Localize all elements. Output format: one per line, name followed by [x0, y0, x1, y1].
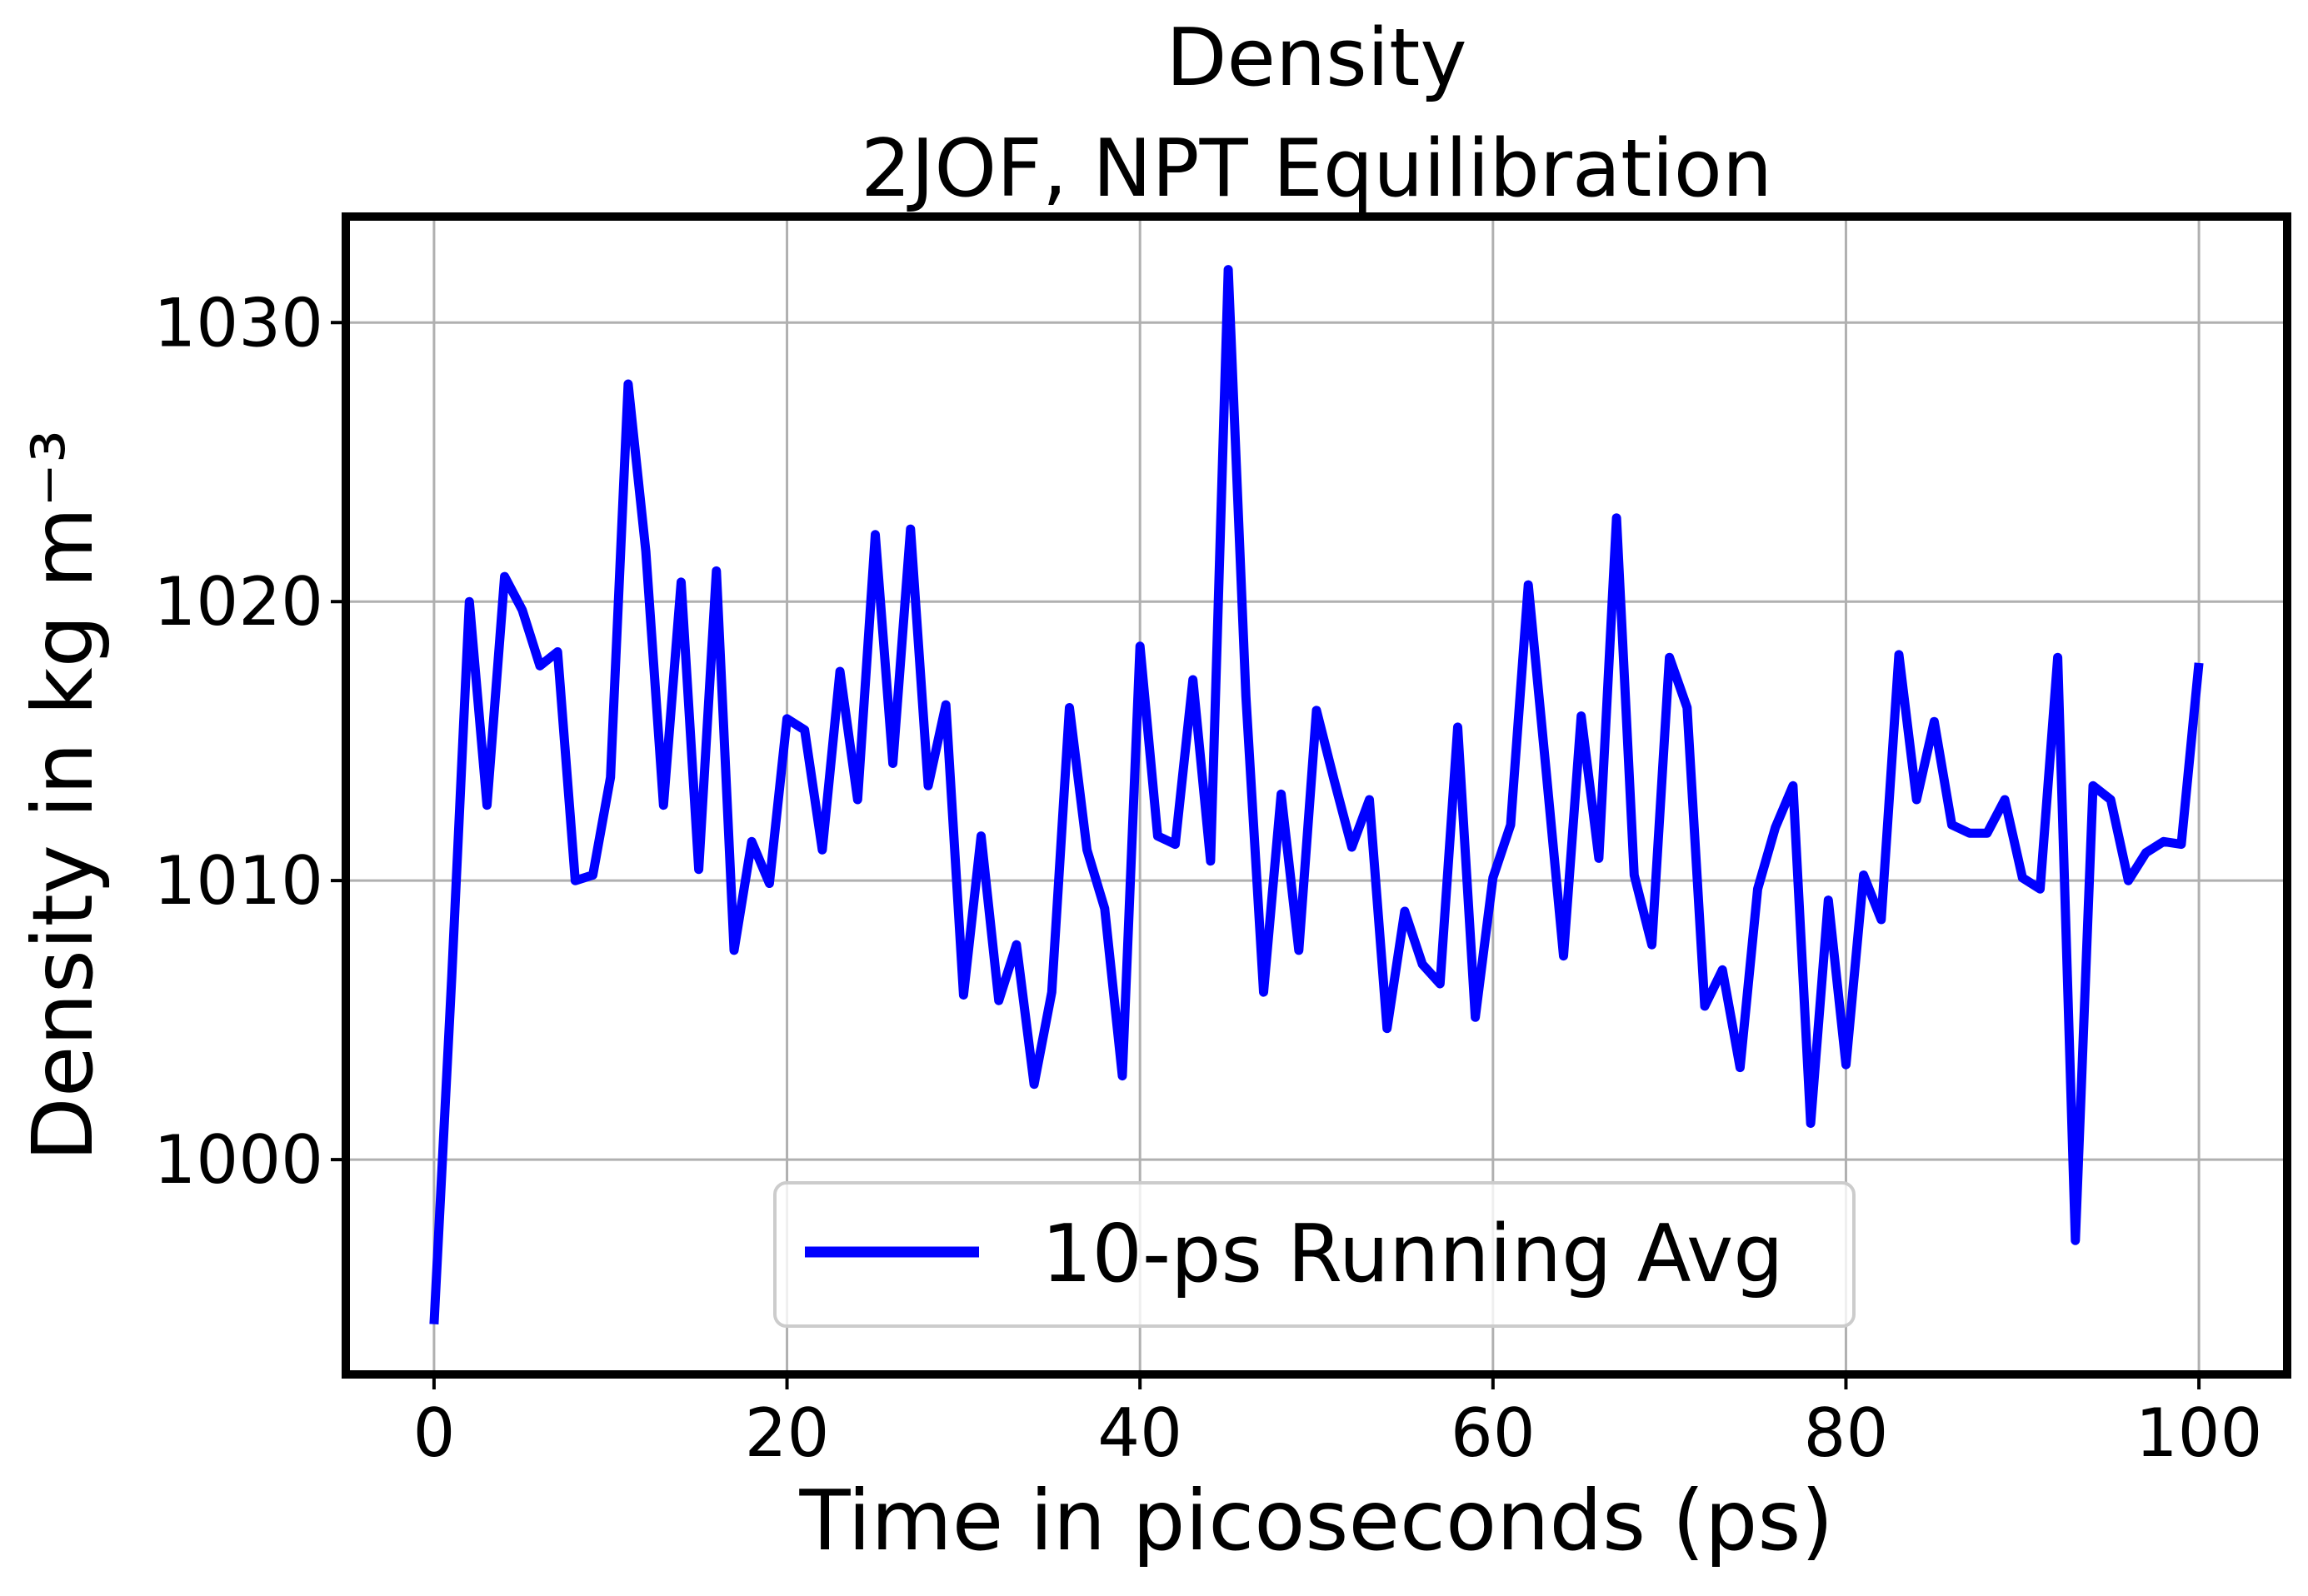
- chart-title-line-2: 2JOF, NPT Equilibration: [861, 123, 1772, 215]
- x-tick-label: 100: [2136, 1394, 2263, 1472]
- series-line-running-avg: [429, 265, 2204, 1324]
- x-tick-label: 20: [745, 1394, 830, 1472]
- grid-lines: [346, 217, 2287, 1374]
- plot-frame: [342, 212, 2291, 1379]
- legend-box: [773, 1181, 1856, 1328]
- legend: 10-ps Running Avg: [773, 1181, 1856, 1328]
- y-tick-label: 1000: [153, 1121, 323, 1199]
- x-axis-label: Time in picoseconds (ps): [798, 1472, 1833, 1569]
- x-tick-label: 40: [1097, 1394, 1182, 1472]
- y-axis-label: Density in kg m⁻³: [14, 430, 112, 1161]
- chart-title-line-1: Density: [1166, 12, 1466, 104]
- y-tick-label: 1030: [153, 284, 323, 362]
- y-tick-label: 1020: [153, 563, 323, 641]
- data-series: [429, 265, 2204, 1324]
- legend-label: 10-ps Running Avg: [1042, 1209, 1784, 1300]
- y-tick-label: 1010: [153, 842, 323, 920]
- x-axis-ticks: 0 20 40 60 80 100: [412, 1374, 2262, 1472]
- x-tick-label: 0: [412, 1394, 455, 1472]
- x-tick-label: 60: [1451, 1394, 1536, 1472]
- x-tick-label: 80: [1804, 1394, 1889, 1472]
- y-axis-ticks: 1000 1010 1020 1030: [153, 284, 346, 1199]
